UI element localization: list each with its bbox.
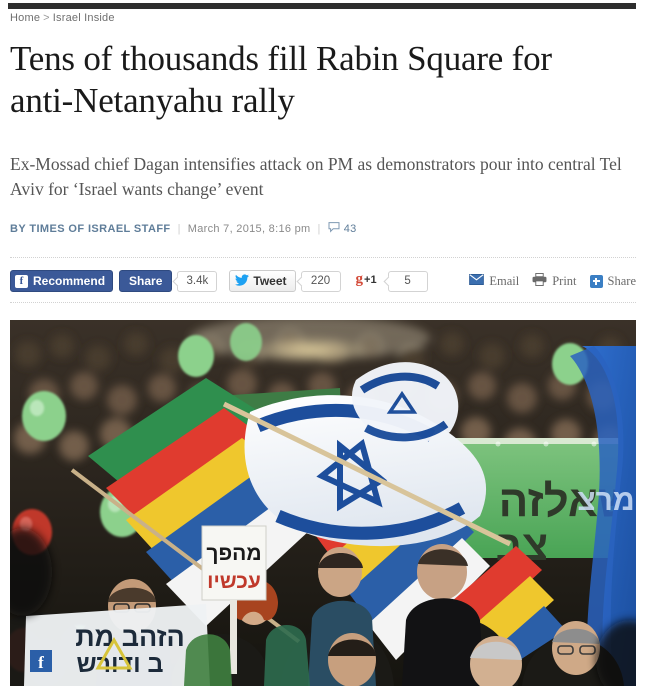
breadcrumb-separator: > — [43, 12, 50, 24]
facebook-recommend-button[interactable]: f Recommend — [10, 270, 114, 292]
svg-text:ב ודורש: ב ודורש — [76, 650, 163, 678]
byline: BY TIMES OF ISRAEL STAFF | March 7, 2015… — [10, 221, 357, 236]
comment-bubble-icon — [328, 221, 344, 236]
print-label: Print — [552, 273, 577, 288]
breadcrumb-section-link[interactable]: Israel Inside — [52, 12, 115, 24]
google-plus-count: 5 — [387, 270, 428, 292]
twitter-tweet-label: Tweet — [253, 274, 287, 288]
social-share-bar: f Recommend Share 3.4k Tweet 220 g +1 5 — [10, 269, 428, 293]
twitter-tweet-button[interactable]: Tweet — [229, 270, 296, 292]
byline-separator-1: | — [177, 222, 181, 235]
comment-count-link[interactable]: 43 — [328, 221, 357, 236]
facebook-share-count: 3.4k — [177, 270, 218, 292]
printer-icon — [532, 272, 552, 290]
plus-square-share-icon — [589, 274, 603, 288]
google-plus-icon: g — [355, 271, 364, 287]
hero-photo-illustration: שאלזה צב אלצ נב — [10, 320, 636, 686]
page-title: Tens of thousands fill Rabin Square for … — [10, 39, 552, 120]
byline-separator-2: | — [317, 222, 321, 235]
facebook-icon: f — [15, 274, 28, 288]
twitter-tweet-count: 220 — [300, 270, 341, 292]
svg-text:עכשיו: עכשיו — [207, 570, 261, 593]
comment-count-value: 43 — [343, 222, 357, 235]
facebook-recommend-label: Recommend — [33, 274, 106, 288]
breadcrumb-home-link[interactable]: Home — [10, 12, 41, 24]
svg-text:הזהב מת: הזהב מת — [75, 622, 185, 652]
social-divider-bottom — [10, 302, 636, 303]
social-divider-top — [10, 257, 636, 258]
article-hero-photo: שאלזה צב אלצ נב — [10, 320, 636, 686]
byline-date: March 7, 2015, 8:16 pm — [187, 222, 311, 235]
byline-author[interactable]: BY TIMES OF ISRAEL STAFF — [10, 222, 171, 235]
article-actions: Email Print Share — [469, 270, 636, 292]
email-button[interactable]: Email — [469, 273, 520, 289]
facebook-share-button[interactable]: Share — [119, 270, 173, 292]
email-label: Email — [489, 273, 520, 288]
envelope-icon — [469, 273, 489, 289]
twitter-bird-icon — [235, 273, 253, 289]
svg-text:מהפך: מהפך — [206, 542, 261, 565]
breadcrumb: Home > Israel Inside — [10, 12, 115, 24]
print-button[interactable]: Print — [532, 272, 577, 290]
top-divider-rule — [8, 3, 636, 9]
svg-text:מרצ: מרצ — [577, 484, 634, 517]
google-plus-one-button[interactable]: g +1 — [350, 271, 383, 291]
google-plus-one-label: +1 — [364, 274, 377, 286]
share-label: Share — [607, 273, 636, 288]
svg-text:f: f — [38, 653, 44, 672]
article-deck: Ex-Mossad chief Dagan intensifies attack… — [10, 154, 622, 199]
share-button[interactable]: Share — [589, 273, 636, 289]
